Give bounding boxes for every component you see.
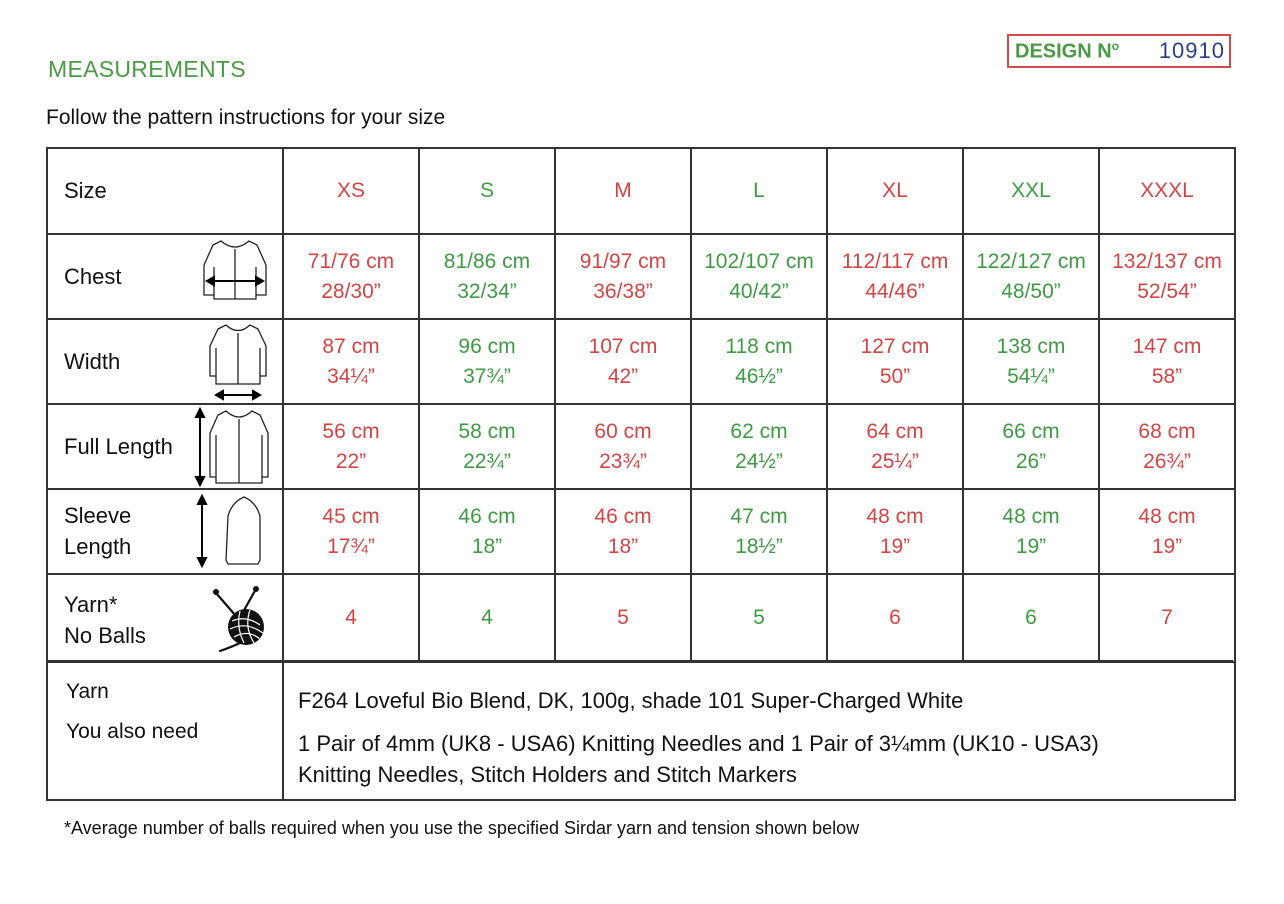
chest-value-xxxl: 132/137 cm 52/54” [1098, 233, 1236, 320]
sleeve-value-xs: 45 cm 17¾” [282, 488, 420, 575]
row-label-line1: Yarn* [64, 592, 118, 617]
full-length-diagram-icon [194, 407, 269, 487]
chest-value-m: 91/97 cm 36/38” [554, 233, 692, 320]
length-value-xs: 56 cm 22” [282, 403, 420, 490]
full-length-label-cell: Full Length [46, 403, 284, 490]
chest-row: Chest 71/76 cm 28/30” 81/86 cm 32/34” 91/9… [46, 233, 1236, 320]
width-value-xxxl: 147 cm 58” [1098, 318, 1236, 405]
size-header-xl: XL [826, 147, 964, 235]
chest-value-s: 81/86 cm 32/34” [418, 233, 556, 320]
sleeve-value-l: 47 cm 18½” [690, 488, 828, 575]
sleeve-length-label-cell: Sleeve Length [46, 488, 284, 575]
sleeve-value-xxxl: 48 cm 19” [1098, 488, 1236, 575]
sleeve-value-s: 46 cm 18” [418, 488, 556, 575]
row-label: Full Length [64, 434, 173, 459]
size-header-m: M [554, 147, 692, 235]
balls-value-xxl: 6 [962, 573, 1100, 663]
width-label-cell: Width [46, 318, 284, 405]
yarn-ball-needles-icon [213, 586, 264, 653]
size-header-xxl: XXL [962, 147, 1100, 235]
length-value-xxxl: 68 cm 26¾” [1098, 403, 1236, 490]
width-value-xxl: 138 cm 54¼” [962, 318, 1100, 405]
you-also-need-label: You also need [66, 720, 199, 743]
chest-value-xl: 112/117 cm 44/46” [826, 233, 964, 320]
chest-label-cell: Chest [46, 233, 284, 320]
materials-label-cell: Yarn You also need [46, 661, 284, 801]
table-bottom-rule [46, 799, 1233, 801]
chest-width-diagram-icon [203, 240, 267, 300]
balls-value-xs: 4 [282, 573, 420, 663]
length-value-xxl: 66 cm 26” [962, 403, 1100, 490]
materials-divider [46, 660, 1233, 662]
chest-value-xs: 71/76 cm 28/30” [282, 233, 420, 320]
sleeve-length-row: Sleeve Length 45 cm 17¾” 46 cm 18” 46 cm 18… [46, 488, 1236, 575]
balls-value-xl: 6 [826, 573, 964, 663]
width-value-m: 107 cm 42” [554, 318, 692, 405]
length-value-m: 60 cm 23¾” [554, 403, 692, 490]
full-length-row: Full Length 56 cm 22” 58 cm 22¾” 60 cm 23¾”… [46, 403, 1236, 490]
length-value-s: 58 cm 22¾” [418, 403, 556, 490]
materials-info-cell: F264 Loveful Bio Blend, DK, 100g, shade … [282, 661, 1236, 801]
width-row: Width 87 cm 34¼” 96 cm 37¾” 107 cm 42” 118 … [46, 318, 1236, 405]
size-label: Size [64, 178, 107, 203]
sleeve-value-xxl: 48 cm 19” [962, 488, 1100, 575]
yarn-description: F264 Loveful Bio Blend, DK, 100g, shade … [298, 688, 964, 713]
length-value-xl: 64 cm 25¼” [826, 403, 964, 490]
measurements-table: Size XS S M L XL XXL XXXL Chest 71/76 cm… [46, 147, 1236, 801]
sleeve-value-xl: 48 cm 19” [826, 488, 964, 575]
row-label: Width [64, 349, 121, 374]
size-header-xxxl: XXXL [1098, 147, 1236, 235]
size-label-cell: Size [46, 147, 284, 235]
width-value-xs: 87 cm 34¼” [282, 318, 420, 405]
balls-value-xxxl: 7 [1098, 573, 1236, 663]
yarn-label: Yarn [66, 680, 109, 703]
row-label-line1: Sleeve [64, 503, 132, 528]
yarn-balls-row: Yarn* No Balls 4 [46, 573, 1236, 663]
chest-value-l: 102/107 cm 40/42” [690, 233, 828, 320]
footnote: *Average number of balls required when y… [64, 818, 860, 838]
balls-value-m: 5 [554, 573, 692, 663]
section-title: MEASUREMENTS [48, 56, 246, 82]
yarn-balls-label-cell: Yarn* No Balls [46, 573, 284, 663]
balls-value-l: 5 [690, 573, 828, 663]
row-label: Chest [64, 264, 122, 289]
design-label: DESIGN No [1015, 38, 1120, 63]
garment-width-diagram-icon [209, 324, 267, 401]
width-value-l: 118 cm 46½” [690, 318, 828, 405]
width-value-s: 96 cm 37¾” [418, 318, 556, 405]
row-label-line2: Length [64, 534, 132, 559]
size-header-l: L [690, 147, 828, 235]
row-label-line2: No Balls [64, 623, 146, 648]
sleeve-length-diagram-icon [196, 494, 261, 569]
size-row: Size XS S M L XL XXL XXXL [46, 147, 1236, 235]
balls-value-s: 4 [418, 573, 556, 663]
sleeve-value-m: 46 cm 18” [554, 488, 692, 575]
length-value-l: 62 cm 24½” [690, 403, 828, 490]
materials-row: Yarn You also need F264 Loveful Bio Blen… [46, 661, 1236, 801]
needles-description: 1 Pair of 4mm (UK8 - USA6) Knitting Need… [298, 731, 1099, 787]
design-number: 10910 [1158, 38, 1225, 63]
width-value-xl: 127 cm 50” [826, 318, 964, 405]
chest-value-xxl: 122/127 cm 48/50” [962, 233, 1100, 320]
size-header-s: S [418, 147, 556, 235]
size-header-xs: XS [282, 147, 420, 235]
intro-text: Follow the pattern instructions for your… [46, 106, 446, 129]
design-number-box: DESIGN No 10910 [1007, 34, 1231, 68]
